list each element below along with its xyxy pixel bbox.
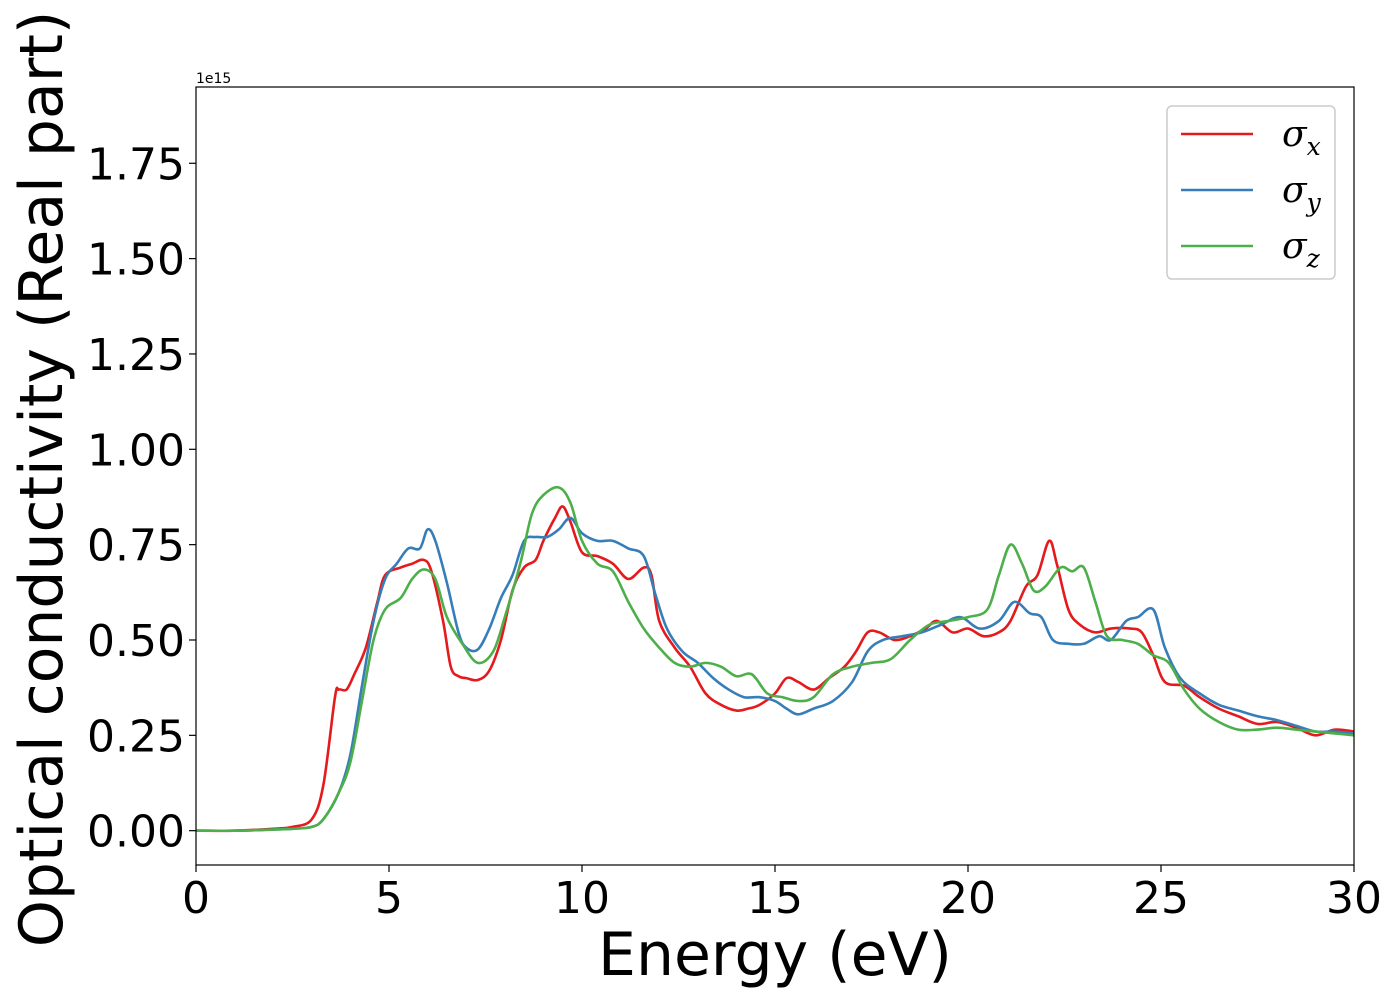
x-tick-label: 15 [747, 873, 803, 924]
series-line-sigma-x [196, 505, 1354, 833]
series-line-sigma-y [196, 516, 1354, 833]
legend-label-sigma-x: σx [1282, 114, 1321, 161]
y-tick-label: 0.25 [87, 711, 185, 762]
y-offset-text: 1e15 [196, 71, 231, 87]
y-tick-label: 1.75 [87, 139, 185, 190]
y-tick-label: 1.25 [87, 330, 185, 381]
x-tick-label: 0 [182, 873, 210, 924]
x-tick-label: 20 [940, 873, 996, 924]
x-axis-title: Energy (eV) [598, 920, 952, 990]
y-tick-label: 0.75 [87, 521, 185, 572]
y-tick-label: 0.50 [87, 616, 185, 667]
legend-box [1166, 105, 1336, 280]
y-tick-label: 1.00 [87, 425, 185, 476]
y-tick-label: 0.00 [87, 807, 185, 858]
y-axis-title: Optical conductivity (Real part) [7, 11, 77, 948]
series-line-sigma-z [196, 485, 1354, 833]
x-tick-label: 25 [1133, 873, 1189, 924]
x-tick-label: 10 [554, 873, 610, 924]
ticks-layer: 0 5 10 15 20 25 30 0.00 0.25 0.50 0.75 1.00 1.25 1.50… [87, 139, 1382, 924]
x-tick-label: 5 [375, 873, 403, 924]
series-layer [196, 485, 1354, 833]
y-tick-label: 1.50 [87, 235, 185, 286]
x-tick-label: 30 [1326, 873, 1382, 924]
